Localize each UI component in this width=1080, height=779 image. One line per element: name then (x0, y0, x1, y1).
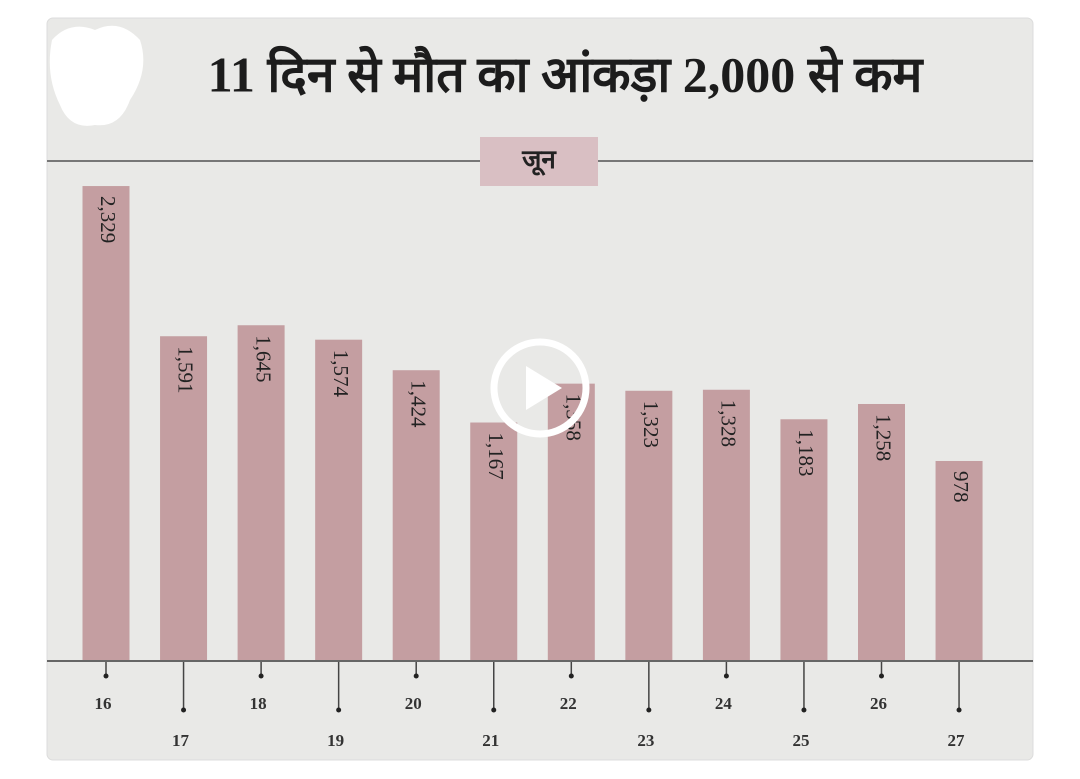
x-tick-label: 26 (870, 694, 887, 713)
x-tick-label: 24 (715, 694, 733, 713)
bar (625, 390, 673, 660)
tick-dot (413, 673, 419, 679)
subtitle: जून (521, 145, 557, 176)
tick-dot (956, 707, 962, 713)
bar (160, 336, 208, 660)
value-label: 1,645 (251, 335, 275, 382)
x-tick-label: 17 (172, 731, 190, 750)
tick-dot (568, 673, 574, 679)
value-label: 1,328 (717, 400, 741, 447)
play-icon[interactable] (526, 366, 562, 410)
bar (237, 325, 285, 660)
bar (935, 460, 983, 660)
bar (470, 422, 518, 660)
value-label: 2,329 (96, 196, 120, 243)
x-tick-label: 22 (560, 694, 577, 713)
value-label: 1,323 (639, 401, 663, 448)
play-ring[interactable] (490, 338, 590, 438)
value-label: 1,574 (329, 350, 353, 398)
value-label: 1,424 (406, 380, 430, 428)
tick-dot (103, 673, 109, 679)
x-tick-label: 21 (482, 731, 499, 750)
x-tick-label: 27 (948, 731, 966, 750)
value-label: 978 (949, 471, 973, 503)
bar (392, 370, 440, 660)
x-tick-label: 19 (327, 731, 344, 750)
bar (82, 186, 130, 660)
subtitle-box (480, 137, 598, 186)
x-tick-label: 16 (95, 694, 112, 713)
tick-dot (879, 673, 884, 679)
value-label: 1,258 (872, 414, 896, 461)
x-tick-label: 18 (250, 694, 267, 713)
tick-dot (646, 707, 652, 713)
value-label: 1,183 (794, 429, 818, 476)
tick-dot (723, 673, 729, 679)
bar (780, 419, 828, 660)
bar (315, 339, 363, 660)
tick-dot (491, 707, 497, 713)
tick-dot (336, 707, 342, 713)
tick-dot (181, 707, 187, 713)
bar (702, 389, 750, 660)
x-tick-label: 25 (792, 731, 809, 750)
value-label: 1,591 (174, 346, 198, 393)
redaction (49, 25, 144, 126)
x-tick-label: 20 (405, 694, 422, 713)
play-button[interactable] (490, 338, 590, 438)
x-tick-label: 23 (637, 731, 654, 750)
tick-dot (801, 707, 807, 713)
tick-dot (258, 673, 264, 679)
bar (858, 403, 905, 660)
bars: 2,329 16 1,591 17 1,645 18 1,574 19 1,424 20 1,167… (82, 186, 983, 750)
value-label: 1,167 (484, 433, 508, 480)
chart-title: 11 दिन से मौत का आंकड़ा 2,000 से कम (208, 45, 925, 102)
